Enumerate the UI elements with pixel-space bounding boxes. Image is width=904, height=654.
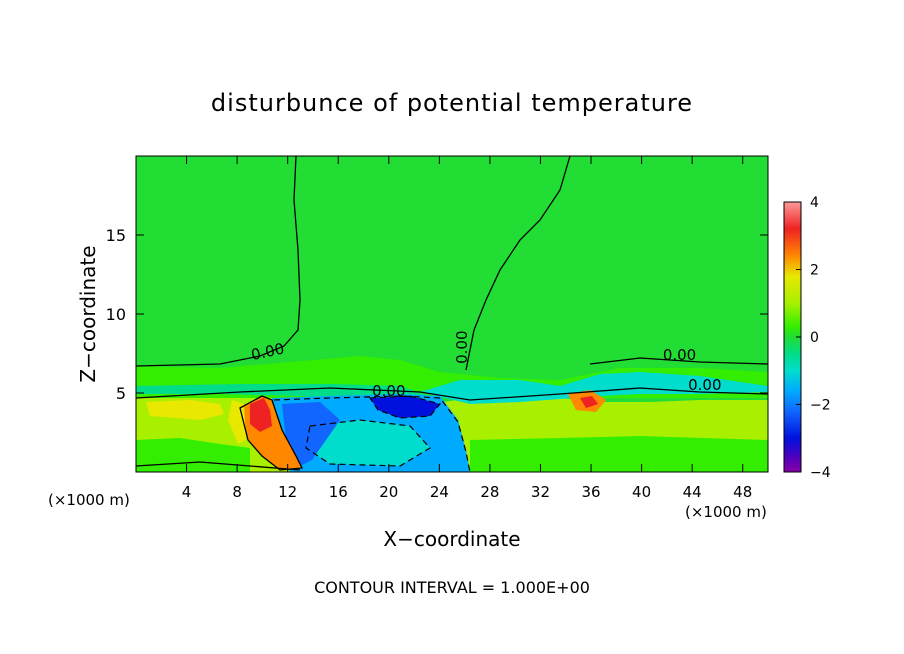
x-tick-label: 40 [632, 483, 651, 501]
field-region-positive-blob-core [580, 396, 598, 408]
chart-title: disturbunce of potential temperature [211, 89, 693, 117]
x-tick-label: 28 [480, 483, 499, 501]
colorbar-tick-label: 2 [810, 263, 819, 279]
y-axis-label: Z−coordinate [76, 245, 100, 382]
x-tick-label: 32 [531, 483, 550, 501]
field-region-positive-left [146, 400, 224, 420]
field-region-weak-negative [420, 372, 768, 404]
contour-label: 0.00 [688, 376, 721, 394]
contour-label: 0.00 [372, 382, 405, 400]
x-tick-label: 16 [329, 483, 348, 501]
contour-negative-minimum [368, 395, 442, 419]
x-unit-left: (×1000 m) [48, 491, 130, 509]
x-tick-label: 24 [430, 483, 449, 501]
x-tick-label: 4 [182, 483, 192, 501]
contour-zero-right [465, 156, 571, 371]
contour-zero-band-right [589, 357, 768, 365]
field-region-positive-maximum [250, 398, 272, 432]
field-region-cold-pool-inner [306, 420, 430, 466]
x-unit-right: (×1000 m) [685, 503, 767, 521]
heatmap-plot-area: 0.00 0.00 0.000.000.00 [136, 156, 768, 472]
x-tick-label: 48 [733, 483, 752, 501]
y-tick-label: 15 [106, 226, 126, 245]
y-axis: 5 10 15 [106, 226, 768, 403]
contour-zero-left [136, 156, 301, 367]
contour-lines-negative [273, 395, 471, 472]
contour-label-layer: 0.00 0.00 0.000.000.00 [249, 330, 721, 400]
contour-lines [136, 156, 768, 471]
colorbar-ticks: 4 2 0 −2 −4 [796, 195, 831, 481]
contour-zero-lower [136, 461, 301, 471]
colorbar: 4 2 0 −2 −4 [783, 195, 831, 481]
colorbar-tick-label: −2 [810, 398, 831, 414]
contour-label: 0.00 [663, 346, 696, 364]
colorbar-tick-label: −4 [810, 465, 831, 481]
x-tick-label: 44 [683, 483, 702, 501]
contour-zero-layer [136, 387, 768, 401]
contour-positive-core [239, 395, 304, 471]
contour-label: 0.00 [453, 330, 471, 363]
colorbar-tick-label: 0 [810, 330, 819, 346]
field-region-cold-pool-minimum [370, 396, 440, 418]
x-tick-label: 36 [581, 483, 600, 501]
field-region-cold-pool-deep [282, 402, 340, 466]
x-axis: 4 8 12 16 20 24 28 32 36 40 44 48 [182, 156, 752, 501]
field-region-lower-layer-green [136, 436, 768, 472]
x-tick-label: 20 [379, 483, 398, 501]
y-tick-label: 10 [106, 305, 126, 324]
x-tick-label: 12 [278, 483, 297, 501]
colorbar-tick-label: 4 [810, 195, 819, 211]
x-tick-label: 8 [232, 483, 242, 501]
field-region-positive-tail [228, 400, 246, 444]
x-axis-label: X−coordinate [383, 527, 520, 551]
y-tick-label: 5 [116, 384, 126, 403]
contour-interval-note: CONTOUR INTERVAL = 1.000E+00 [314, 578, 590, 597]
